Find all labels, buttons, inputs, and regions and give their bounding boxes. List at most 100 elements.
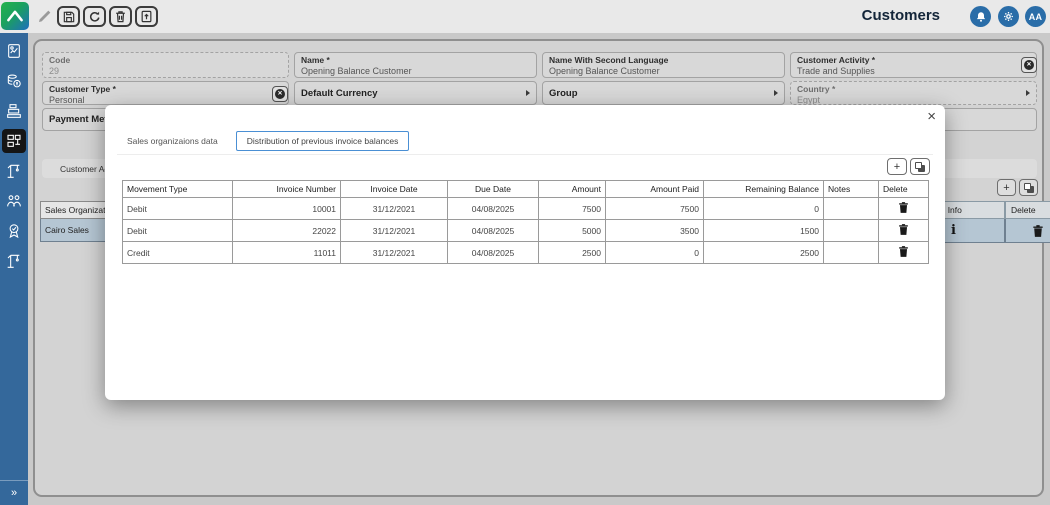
invoice-number-cell[interactable]: 22022 [232,219,341,242]
customer-activity-label: Customer Activity * [797,55,876,65]
add-plus-icon: + [1003,181,1010,194]
info-i-icon: i [951,223,956,238]
code-field: Code 29 [42,52,289,78]
code-value: 29 [49,66,60,76]
invoice-date-cell[interactable]: 31/12/2021 [340,197,448,220]
amount-cell[interactable]: 5000 [538,219,606,242]
name-second-language-value: Opening Balance Customer [549,66,660,76]
people-group-icon [7,195,21,207]
movement-type-cell[interactable]: Credit [122,241,233,264]
col-amount: Amount [538,180,606,198]
trash-filled-icon [899,246,908,257]
default-currency-dropdown[interactable]: Default Currency [294,81,537,105]
sidebar-item-pos[interactable] [2,99,26,123]
movement-type-cell[interactable]: Debit [122,219,233,242]
country-field: Country * Egypt [790,81,1037,105]
delete-header: Delete [1005,201,1050,219]
sidebar-expand-button[interactable]: » [0,480,28,505]
modal-close-button[interactable]: × [927,108,936,125]
delete-row-button[interactable] [878,241,929,264]
add-plus-icon: + [893,160,901,173]
due-date-cell[interactable]: 04/08/2025 [447,197,539,220]
group-label: Group [549,87,578,99]
sidebar-item-projects[interactable] [2,159,26,183]
col-notes: Notes [823,180,879,198]
remaining-balance-cell[interactable]: 0 [703,197,824,220]
delete-row-button[interactable] [878,197,929,220]
sidebar-item-organization[interactable] [2,129,26,153]
background-add-row-button[interactable]: + [997,179,1016,196]
clear-x-icon: ✕ [1024,60,1034,70]
amount-paid-cell[interactable]: 0 [605,241,704,264]
sidebar-item-assets[interactable] [2,249,26,273]
name-field[interactable]: Name * Opening Balance Customer [294,52,537,78]
amount-cell[interactable]: 2500 [538,241,606,264]
amount-cell[interactable]: 7500 [538,197,606,220]
delete-button[interactable] [109,6,132,27]
notes-cell[interactable] [823,241,879,264]
default-currency-label: Default Currency [301,87,378,99]
add-row-button[interactable]: + [887,158,907,175]
coins-icon [7,74,21,88]
copy-row-button[interactable] [910,158,930,175]
name-second-language-label: Name With Second Language [549,55,669,65]
save-button[interactable] [57,6,80,27]
due-date-cell[interactable]: 04/08/2025 [447,241,539,264]
invoice-date-cell[interactable]: 31/12/2021 [340,241,448,264]
avatar[interactable]: AA [1025,6,1046,27]
movement-type-cell[interactable]: Debit [122,197,233,220]
background-copy-row-button[interactable] [1019,179,1038,196]
invoice-date-cell[interactable]: 31/12/2021 [340,219,448,242]
export-button[interactable] [135,6,158,27]
tab-sales-organizations-data[interactable]: Sales organizaions data [117,131,228,151]
amount-paid-cell[interactable]: 3500 [605,219,704,242]
customer-type-field[interactable]: Customer Type * Personal [42,81,289,105]
delete-cell[interactable] [1005,219,1050,243]
sidebar-item-quality[interactable] [2,219,26,243]
remaining-balance-cell[interactable]: 1500 [703,219,824,242]
invoice-number-cell[interactable]: 11011 [232,241,341,264]
name-second-language-field[interactable]: Name With Second Language Opening Balanc… [542,52,785,78]
customer-activity-clear-button[interactable]: ✕ [1021,57,1037,73]
col-delete: Delete [878,180,929,198]
settings-button[interactable] [998,6,1019,27]
notes-cell[interactable] [823,219,879,242]
name-label: Name * [301,55,330,65]
remaining-balance-cell[interactable]: 2500 [703,241,824,264]
notes-cell[interactable] [823,197,879,220]
sidebar-item-finance[interactable] [2,69,26,93]
col-movement-type: Movement Type [122,180,233,198]
crane-icon [7,164,20,178]
due-date-cell[interactable]: 04/08/2025 [447,219,539,242]
org-structure-icon [7,134,21,147]
payment-method-label: Payment Method [49,114,126,125]
invoice-number-cell[interactable]: 10001 [232,197,341,220]
sidebar-item-reports[interactable] [2,39,26,63]
crane-icon [7,254,20,268]
trash-filled-icon [899,224,908,235]
delete-row-button[interactable] [878,219,929,242]
customer-type-clear-button[interactable]: ✕ [272,86,288,102]
modal-table-actions: + [887,158,930,175]
dropdown-caret-icon [774,90,778,96]
notifications-button[interactable] [970,6,991,27]
col-invoice-number: Invoice Number [232,180,341,198]
customer-type-label: Customer Type * [49,84,116,94]
dropdown-caret-icon [1026,90,1030,96]
app-logo-icon [1,2,29,30]
modal-tabs: Sales organizaions data Distribution of … [117,131,933,155]
customer-activity-field[interactable]: Customer Activity * Trade and Supplies [790,52,1037,78]
name-value: Opening Balance Customer [301,66,412,76]
badge-check-icon [9,224,19,239]
clear-x-icon: ✕ [275,89,285,99]
group-dropdown[interactable]: Group [542,81,785,105]
refresh-button[interactable] [83,6,106,27]
table-header-row: Movement Type Invoice Number Invoice Dat… [122,180,929,198]
tab-distribution-previous-invoice-balances[interactable]: Distribution of previous invoice balance… [235,131,410,151]
invoice-balances-table: Movement Type Invoice Number Invoice Dat… [122,180,929,264]
sidebar-item-hr[interactable] [2,189,26,213]
edit-pencil-icon[interactable] [37,8,53,24]
invoice-balances-modal: × Sales organizaions data Distribution o… [105,105,945,400]
amount-paid-cell[interactable]: 7500 [605,197,704,220]
table-row: Credit 11011 31/12/2021 04/08/2025 2500 … [122,241,929,264]
